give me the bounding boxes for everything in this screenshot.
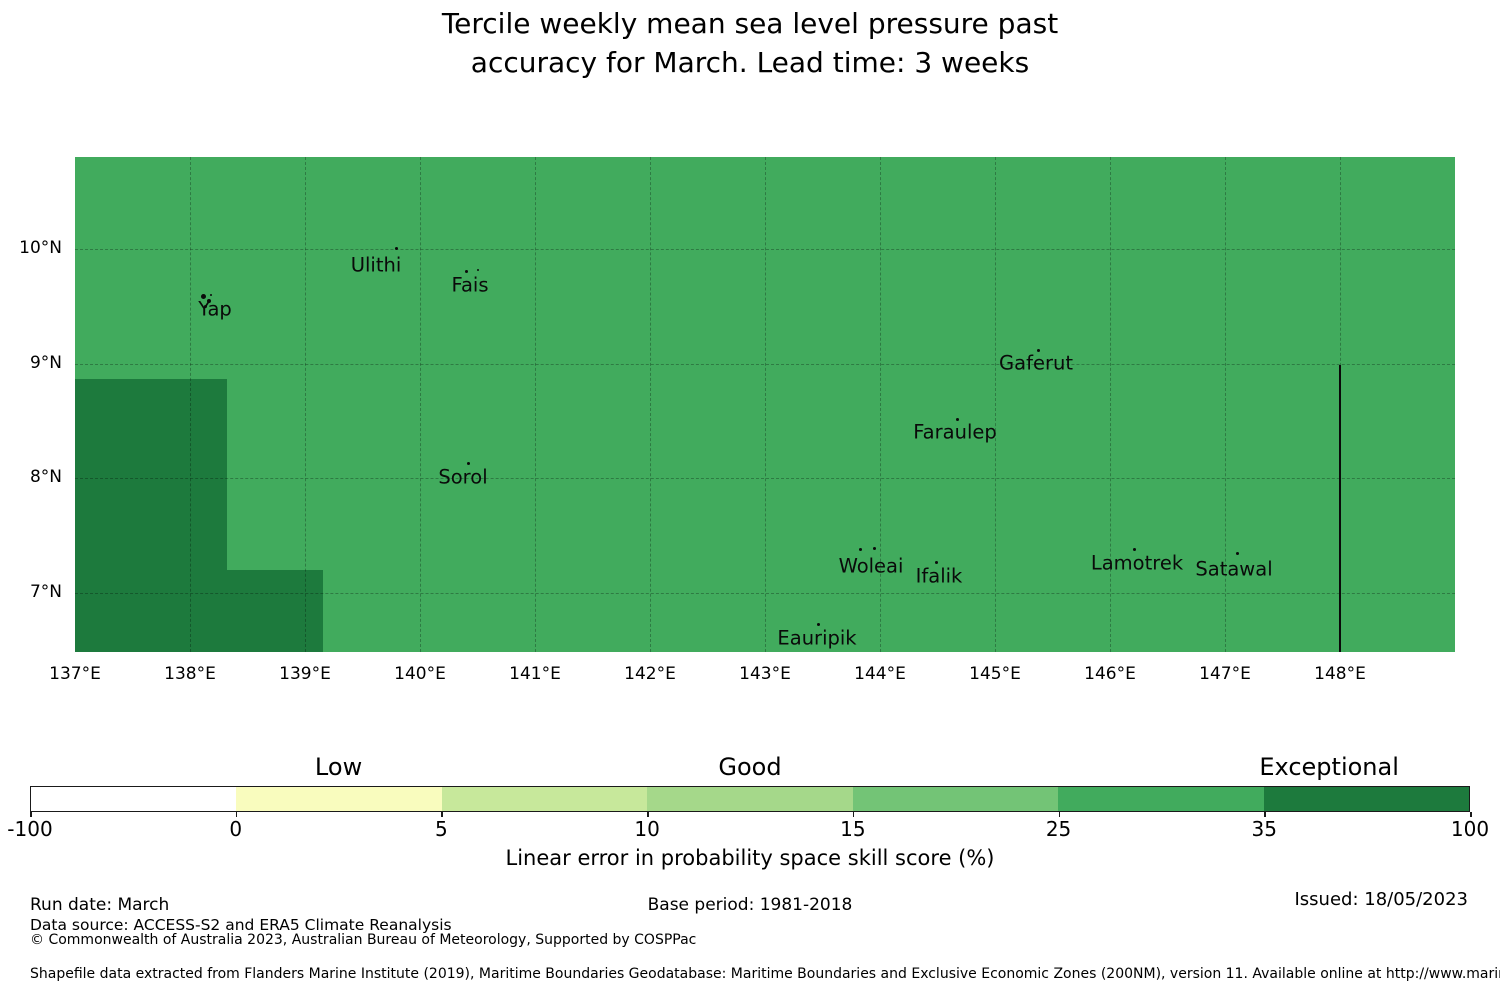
x-tick-label: 141°E [509, 664, 561, 684]
x-tick-label: 147°E [1199, 664, 1251, 684]
gridline-meridian [535, 157, 536, 652]
island-marker-sorol [466, 461, 470, 465]
x-tick-label: 137°E [49, 664, 101, 684]
run-date-text: Run date: March [30, 895, 170, 915]
island-marker-yap [200, 293, 206, 299]
island-marker-fais [477, 269, 479, 271]
colorbar-segment-1 [236, 787, 442, 811]
colorbar [30, 786, 1470, 812]
place-label-eauripik: Eauripik [777, 626, 857, 650]
island-marker-woleai [872, 546, 876, 550]
colorbar-tick [647, 812, 649, 817]
chart-title-line1: Tercile weekly mean sea level pressure p… [441, 7, 1059, 40]
colorbar-tick-label: 35 [1251, 817, 1278, 841]
y-tick-label: 7°N [29, 582, 62, 602]
y-tick-label: 8°N [29, 467, 62, 488]
island-marker-faraulep [955, 417, 959, 421]
x-tick-label: 143°E [739, 664, 791, 684]
island-marker-woleai [858, 547, 862, 551]
colorbar-category-exceptional: Exceptional [1259, 753, 1399, 781]
gridline-meridian [1110, 157, 1111, 652]
colorbar-tick [1264, 812, 1266, 817]
colorbar-tick [1470, 812, 1472, 817]
colorbar-category-good: Good [718, 753, 782, 781]
gridline-parallel [75, 593, 1455, 594]
gridline-meridian [650, 157, 651, 652]
x-tick-label: 138°E [164, 664, 216, 684]
y-tick-label: 10°N [19, 237, 62, 258]
base-period-text: Base period: 1981-2018 [647, 895, 853, 915]
x-tick-label: 146°E [1084, 664, 1136, 684]
colorbar-tick [235, 812, 238, 817]
colorbar-tick-label: 0 [229, 817, 243, 841]
colorbar-segment-2 [441, 787, 648, 811]
meridian-line-148E [1339, 365, 1341, 652]
data-source-text: Data source: ACCESS-S2 and ERA5 Climate … [30, 916, 452, 934]
colorbar-segment-3 [647, 787, 853, 811]
x-tick-label: 139°E [279, 664, 331, 684]
y-tick-label: 9°N [29, 352, 62, 373]
colorbar-tick-label: 25 [1045, 817, 1072, 841]
shapefile-credit-text: Shapefile data extracted from Flanders M… [30, 966, 1500, 982]
place-label-gaferut: Gaferut [999, 351, 1073, 375]
place-label-sorol: Sorol [438, 465, 488, 489]
island-marker-ulithi [394, 246, 398, 250]
colorbar-tick-label: 100 [1450, 817, 1490, 841]
gridline-meridian [1225, 157, 1226, 652]
gridline-meridian [420, 157, 421, 652]
gridline-meridian [305, 157, 306, 652]
colorbar-tick [852, 812, 855, 817]
island-marker-yap [207, 299, 211, 303]
gridline-meridian [190, 157, 191, 652]
high-skill-region [75, 379, 227, 652]
island-marker-satawal [1235, 551, 1239, 555]
place-label-satawal: Satawal [1195, 557, 1273, 581]
x-tick-label: 140°E [394, 664, 446, 684]
island-marker-yap [203, 304, 207, 308]
place-label-yap: Yap [198, 297, 232, 321]
colorbar-segment-6 [1263, 787, 1469, 811]
colorbar-axis-label: Linear error in probability space skill … [505, 846, 995, 870]
island-marker-ifalik [934, 560, 938, 564]
colorbar-segment-5 [1058, 787, 1264, 811]
colorbar-category-low: Low [314, 753, 363, 781]
island-marker-gaferut [1036, 348, 1040, 352]
gridline-parallel [75, 248, 1455, 250]
place-label-ifalik: Ifalik [915, 564, 963, 588]
island-marker-eauripik [816, 622, 820, 626]
high-skill-region [227, 570, 323, 652]
copyright-text: © Commonwealth of Australia 2023, Austra… [30, 932, 697, 948]
x-tick-label: 148°E [1314, 664, 1366, 684]
map-plot: Yap Ulithi Fais Sorol Gaferut Faraulep Woleai I… [75, 157, 1455, 652]
place-label-lamotrek: Lamotrek [1090, 551, 1184, 575]
colorbar-tick-label: 10 [634, 817, 660, 841]
gridline-meridian [995, 157, 996, 652]
island-marker-fais [464, 269, 468, 273]
island-marker-yap [210, 294, 212, 296]
x-tick-label: 145°E [969, 664, 1021, 684]
colorbar-tick-label: 15 [840, 817, 866, 841]
colorbar-segment-0 [31, 787, 237, 811]
chart-title-line2: accuracy for March. Lead time: 3 weeks [470, 46, 1030, 79]
place-label-woleai: Woleai [838, 554, 904, 578]
place-label-faraulep: Faraulep [913, 420, 997, 444]
gridline-parallel [75, 363, 1455, 365]
x-tick-label: 142°E [624, 664, 676, 684]
colorbar-tick-label: 5 [435, 817, 448, 841]
colorbar-tick-label: -100 [7, 817, 53, 841]
island-marker-lamotrek [1132, 547, 1136, 551]
colorbar-tick [441, 812, 443, 817]
gridline-meridian [765, 157, 766, 652]
issued-date-text: Issued: 18/05/2023 [1294, 889, 1468, 910]
chart-title: Tercile weekly mean sea level pressure p… [0, 4, 1500, 82]
colorbar-segment-4 [852, 787, 1059, 811]
gridline-parallel [75, 478, 1455, 480]
place-label-fais: Fais [451, 273, 489, 297]
gridline-meridian [880, 157, 881, 652]
x-tick-label: 144°E [854, 664, 906, 684]
colorbar-tick [1058, 812, 1061, 817]
place-label-ulithi: Ulithi [350, 253, 402, 277]
colorbar-tick [30, 812, 32, 817]
